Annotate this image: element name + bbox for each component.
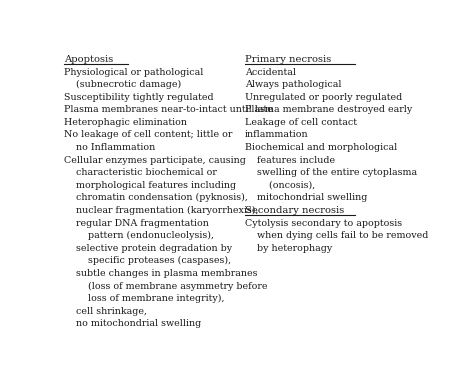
Text: Susceptibility tightly regulated: Susceptibility tightly regulated xyxy=(64,93,213,102)
Text: Always pathological: Always pathological xyxy=(245,80,341,89)
Text: loss of membrane integrity),: loss of membrane integrity), xyxy=(64,294,224,303)
Text: Accidental: Accidental xyxy=(245,68,296,76)
Text: Apoptosis: Apoptosis xyxy=(64,55,113,64)
Text: by heterophagy: by heterophagy xyxy=(245,244,332,253)
Text: Biochemical and morphological: Biochemical and morphological xyxy=(245,143,397,152)
Text: inflammation: inflammation xyxy=(245,130,309,139)
Text: nuclear fragmentation (karyorrhexis),: nuclear fragmentation (karyorrhexis), xyxy=(64,206,258,215)
Text: Secondary necrosis: Secondary necrosis xyxy=(245,206,344,215)
Text: Unregulated or poorly regulated: Unregulated or poorly regulated xyxy=(245,93,402,102)
Text: Plasma membranes near-to-intact until late: Plasma membranes near-to-intact until la… xyxy=(64,105,273,114)
Text: specific proteases (caspases),: specific proteases (caspases), xyxy=(64,256,231,265)
Text: Cellular enzymes participate, causing: Cellular enzymes participate, causing xyxy=(64,156,246,165)
Text: features include: features include xyxy=(245,156,335,165)
Text: (loss of membrane asymmetry before: (loss of membrane asymmetry before xyxy=(64,282,267,291)
Text: swelling of the entire cytoplasma: swelling of the entire cytoplasma xyxy=(245,168,417,177)
Text: cell shrinkage,: cell shrinkage, xyxy=(64,307,146,316)
Text: chromatin condensation (pyknosis),: chromatin condensation (pyknosis), xyxy=(64,193,247,203)
Text: Plasma membrane destroyed early: Plasma membrane destroyed early xyxy=(245,105,412,114)
Text: No leakage of cell content; little or: No leakage of cell content; little or xyxy=(64,130,232,139)
Text: Primary necrosis: Primary necrosis xyxy=(245,55,331,64)
Text: pattern (endonucleolysis),: pattern (endonucleolysis), xyxy=(64,231,214,240)
Text: Physiological or pathological: Physiological or pathological xyxy=(64,68,203,76)
Text: mitochondrial swelling: mitochondrial swelling xyxy=(245,193,367,203)
Text: Leakage of cell contact: Leakage of cell contact xyxy=(245,118,357,127)
Text: selective protein degradation by: selective protein degradation by xyxy=(64,244,232,253)
Text: Heterophagic elimination: Heterophagic elimination xyxy=(64,118,187,127)
Text: characteristic biochemical or: characteristic biochemical or xyxy=(64,168,217,177)
Text: no Inflammation: no Inflammation xyxy=(64,143,155,152)
Text: no mitochondrial swelling: no mitochondrial swelling xyxy=(64,319,201,328)
Text: (oncosis),: (oncosis), xyxy=(245,181,315,190)
Text: Cytolysis secondary to apoptosis: Cytolysis secondary to apoptosis xyxy=(245,218,402,228)
Text: when dying cells fail to be removed: when dying cells fail to be removed xyxy=(245,231,428,240)
Text: regular DNA fragmentation: regular DNA fragmentation xyxy=(64,218,209,228)
Text: (subnecrotic damage): (subnecrotic damage) xyxy=(64,80,181,89)
Text: morphological features including: morphological features including xyxy=(64,181,236,190)
Text: subtle changes in plasma membranes: subtle changes in plasma membranes xyxy=(64,269,257,278)
